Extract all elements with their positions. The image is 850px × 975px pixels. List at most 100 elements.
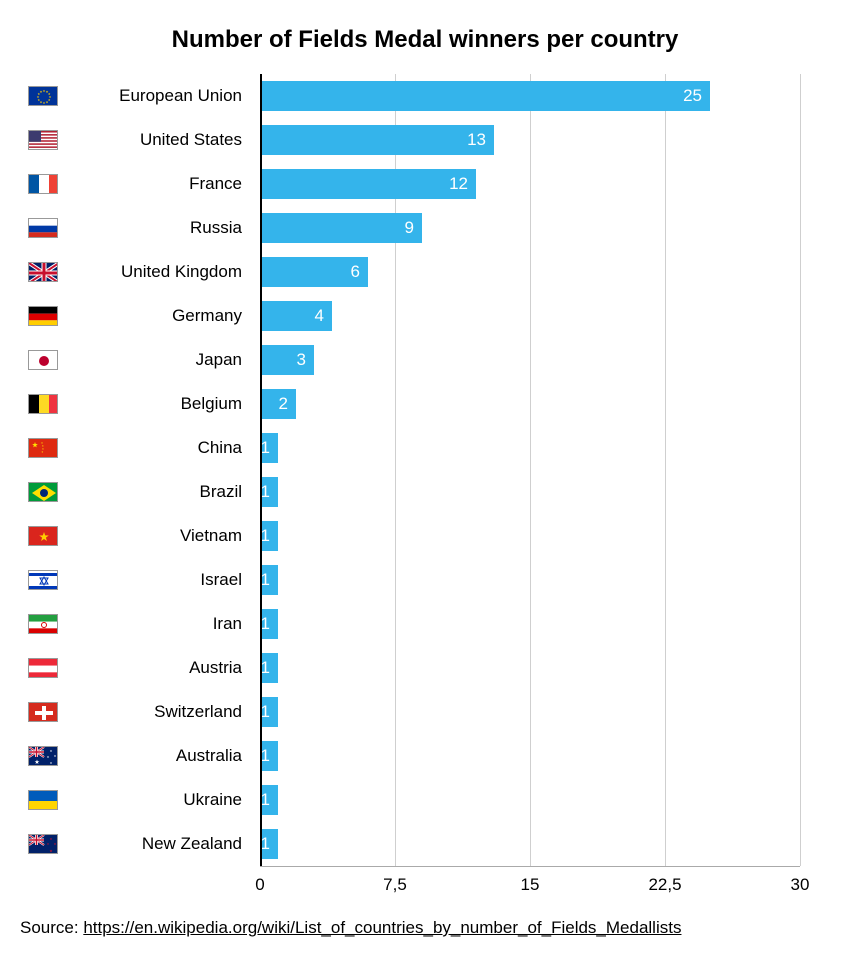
gridline — [395, 382, 396, 426]
flag-cell — [20, 438, 70, 458]
bar-value-label: 12 — [449, 174, 468, 194]
chart-row: France 12 — [20, 162, 800, 206]
source-line: Source: https://en.wikipedia.org/wiki/Li… — [20, 918, 830, 938]
bar-value-label: 13 — [467, 130, 486, 150]
bar-track: 1 — [260, 690, 800, 734]
chart-row: Australia 1 — [20, 734, 800, 778]
flag-icon — [28, 350, 58, 370]
gridline — [800, 514, 801, 558]
country-label: Belgium — [70, 394, 256, 414]
bar-value-label: 6 — [351, 262, 360, 282]
flag-icon — [28, 526, 58, 546]
flag-icon — [28, 130, 58, 150]
gridline — [395, 646, 396, 690]
country-label: New Zealand — [70, 834, 256, 854]
chart-row: United Kingdom 6 — [20, 250, 800, 294]
bar: 2 — [260, 389, 296, 419]
gridline — [395, 602, 396, 646]
flag-cell — [20, 526, 70, 546]
flag-cell — [20, 130, 70, 150]
flag-icon — [28, 218, 58, 238]
flag-cell — [20, 746, 70, 766]
country-label: Israel — [70, 570, 256, 590]
gridline — [665, 426, 666, 470]
bar-track: 1 — [260, 822, 800, 866]
bar-value-label: 25 — [683, 86, 702, 106]
bar-track: 13 — [260, 118, 800, 162]
x-tick-label: 22,5 — [648, 875, 681, 895]
bar: 12 — [260, 169, 476, 199]
gridline — [530, 162, 531, 206]
country-label: Switzerland — [70, 702, 256, 722]
gridline — [665, 822, 666, 866]
gridline — [530, 294, 531, 338]
gridline — [665, 646, 666, 690]
x-axis: 07,51522,530 — [20, 866, 800, 896]
gridline — [665, 558, 666, 602]
gridline — [800, 822, 801, 866]
gridline — [395, 778, 396, 822]
flag-icon — [28, 702, 58, 722]
chart-row: Russia 9 — [20, 206, 800, 250]
gridline — [395, 734, 396, 778]
bar-value-label: 1 — [261, 614, 270, 634]
chart-row: Vietnam 1 — [20, 514, 800, 558]
flag-icon — [28, 306, 58, 326]
gridline — [530, 206, 531, 250]
bar: 1 — [260, 785, 278, 815]
bar: 1 — [260, 433, 278, 463]
bar-value-label: 1 — [261, 658, 270, 678]
bar-value-label: 1 — [261, 526, 270, 546]
x-tick-label: 7,5 — [383, 875, 407, 895]
bar: 1 — [260, 565, 278, 595]
gridline — [800, 602, 801, 646]
bar: 6 — [260, 257, 368, 287]
chart-row: Iran 1 — [20, 602, 800, 646]
gridline — [530, 646, 531, 690]
gridline — [800, 294, 801, 338]
gridline — [800, 206, 801, 250]
flag-icon — [28, 746, 58, 766]
flag-icon — [28, 394, 58, 414]
source-link[interactable]: https://en.wikipedia.org/wiki/List_of_co… — [83, 918, 681, 937]
flag-cell — [20, 174, 70, 194]
gridline — [665, 162, 666, 206]
flag-icon — [28, 614, 58, 634]
gridline — [800, 250, 801, 294]
flag-icon — [28, 790, 58, 810]
flag-icon — [28, 262, 58, 282]
bar-track: 1 — [260, 646, 800, 690]
flag-cell — [20, 482, 70, 502]
bar-track: 25 — [260, 74, 800, 118]
gridline — [530, 470, 531, 514]
gridline — [665, 734, 666, 778]
country-label: France — [70, 174, 256, 194]
gridline — [800, 74, 801, 118]
gridline — [665, 338, 666, 382]
flag-cell — [20, 306, 70, 326]
bar: 4 — [260, 301, 332, 331]
gridline — [530, 118, 531, 162]
gridline — [665, 778, 666, 822]
gridline — [665, 514, 666, 558]
bar-track: 1 — [260, 470, 800, 514]
chart-row: Ukraine 1 — [20, 778, 800, 822]
country-label: European Union — [70, 86, 256, 106]
gridline — [800, 426, 801, 470]
country-label: United Kingdom — [70, 262, 256, 282]
flag-cell — [20, 614, 70, 634]
chart-row: United States 13 — [20, 118, 800, 162]
gridline — [800, 778, 801, 822]
flag-icon — [28, 658, 58, 678]
flag-icon — [28, 834, 58, 854]
flag-cell — [20, 262, 70, 282]
gridline — [395, 822, 396, 866]
flag-icon — [28, 86, 58, 106]
x-tick-label: 30 — [791, 875, 810, 895]
chart-row: Israel 1 — [20, 558, 800, 602]
gridline — [395, 338, 396, 382]
gridline — [530, 822, 531, 866]
gridline — [800, 162, 801, 206]
bar: 1 — [260, 829, 278, 859]
gridline — [800, 338, 801, 382]
